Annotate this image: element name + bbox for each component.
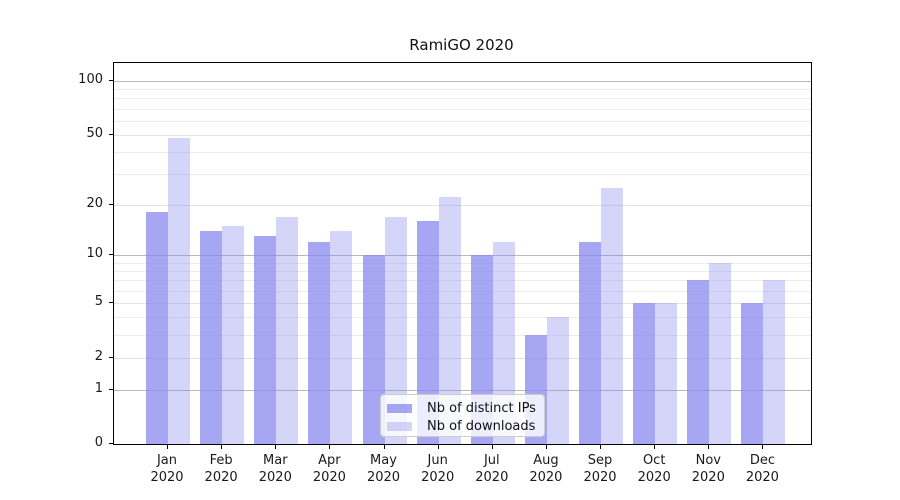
- x-tick: [221, 445, 223, 449]
- bar-downloads-jan: [168, 137, 190, 444]
- x-tick-label: Jun 2020: [421, 453, 455, 485]
- gridline: [114, 317, 811, 319]
- y-tick-label: 10: [86, 246, 103, 262]
- gridline: [114, 120, 811, 122]
- gridline: [114, 81, 811, 82]
- gridline: [114, 389, 811, 391]
- legend: Nb of distinct IPs Nb of downloads: [380, 394, 545, 437]
- bar-downloads-nov: [709, 262, 732, 444]
- bar-distinct-ips-jun: [416, 221, 439, 444]
- bar-distinct-ips-may: [362, 255, 385, 444]
- y-tick-label: 100: [78, 72, 103, 87]
- bar-distinct-ips-oct: [633, 303, 656, 444]
- bar-downloads-sep: [601, 187, 623, 444]
- bar-downloads-jul: [492, 242, 515, 444]
- y-tick-label: 2: [94, 348, 103, 364]
- y-tick: [109, 443, 113, 444]
- y-tick-label: 0: [94, 435, 103, 450]
- x-tick-label: Jul 2020: [475, 453, 509, 485]
- y-tick: [109, 80, 113, 81]
- gridline: [114, 151, 811, 153]
- x-tick-label: Apr 2020: [312, 453, 346, 485]
- x-tick: [437, 445, 439, 449]
- x-tick-label: Aug 2020: [529, 453, 563, 485]
- y-tick-label: 1: [94, 380, 103, 396]
- gridline: [114, 357, 811, 359]
- bar-downloads-jun: [438, 197, 461, 444]
- y-tick-label: 5: [94, 294, 103, 310]
- legend-swatch-distinct-ips: [387, 403, 412, 413]
- gridline: [114, 98, 811, 100]
- bar-distinct-ips-nov: [687, 280, 710, 444]
- bar-distinct-ips-apr: [308, 242, 331, 444]
- x-tick: [491, 445, 493, 449]
- y-tick: [109, 254, 113, 256]
- x-tick: [167, 445, 168, 449]
- gridline: [114, 291, 811, 292]
- legend-swatch-downloads: [387, 421, 412, 431]
- bar-distinct-ips-feb: [200, 231, 223, 444]
- gridline: [114, 134, 811, 136]
- x-tick-label: Mar 2020: [258, 453, 292, 485]
- x-tick: [654, 445, 656, 449]
- gridline: [114, 204, 811, 206]
- bar-downloads-feb: [222, 225, 245, 444]
- gridline: [114, 271, 811, 273]
- x-tick: [545, 445, 547, 449]
- bar-distinct-ips-mar: [254, 236, 277, 444]
- gridline: [114, 262, 811, 264]
- gridline: [114, 280, 811, 282]
- x-tick: [329, 445, 331, 449]
- x-tick: [600, 445, 601, 449]
- y-tick-label: 50: [86, 125, 103, 141]
- x-tick-label: Oct 2020: [637, 453, 671, 485]
- bar-distinct-ips-sep: [579, 242, 601, 444]
- x-tick-label: May 2020: [366, 453, 401, 485]
- x-tick: [762, 445, 764, 449]
- x-tick-label: Nov 2020: [691, 453, 725, 485]
- legend-item-downloads: Nb of downloads: [387, 417, 544, 435]
- plot-area: Nb of distinct IPs Nb of downloads: [113, 62, 812, 445]
- bar-downloads-dec: [763, 280, 786, 444]
- bar-downloads-aug: [546, 317, 569, 444]
- x-tick: [275, 445, 277, 449]
- x-tick-label: Sep 2020: [583, 453, 617, 485]
- y-tick: [109, 133, 113, 135]
- legend-item-distinct-ips: Nb of distinct IPs: [387, 399, 544, 417]
- y-tick: [109, 356, 113, 358]
- gridline: [114, 303, 811, 305]
- bar-downloads-may: [384, 216, 407, 444]
- bar-downloads-apr: [330, 231, 353, 444]
- bar-distinct-ips-jan: [146, 212, 168, 444]
- y-tick: [109, 302, 113, 304]
- gridline: [114, 255, 811, 257]
- chart-title: RamiGO 2020: [409, 36, 514, 54]
- x-tick-label: Dec 2020: [745, 453, 779, 485]
- gridline: [114, 108, 811, 110]
- legend-label-downloads: Nb of downloads: [427, 418, 536, 434]
- y-tick-label: 20: [86, 195, 103, 211]
- x-tick-label: Jan 2020: [150, 453, 184, 485]
- y-tick: [109, 203, 113, 205]
- y-tick: [109, 388, 113, 390]
- gridline: [114, 89, 811, 91]
- gridline: [114, 173, 811, 175]
- x-tick-label: Feb 2020: [204, 453, 238, 485]
- bar-distinct-ips-dec: [741, 303, 764, 444]
- legend-label-distinct-ips: Nb of distinct IPs: [427, 400, 536, 416]
- gridline: [114, 335, 811, 336]
- x-tick: [383, 445, 385, 449]
- x-tick: [708, 445, 710, 449]
- bar-downloads-oct: [655, 303, 678, 444]
- bar-downloads-mar: [276, 216, 299, 444]
